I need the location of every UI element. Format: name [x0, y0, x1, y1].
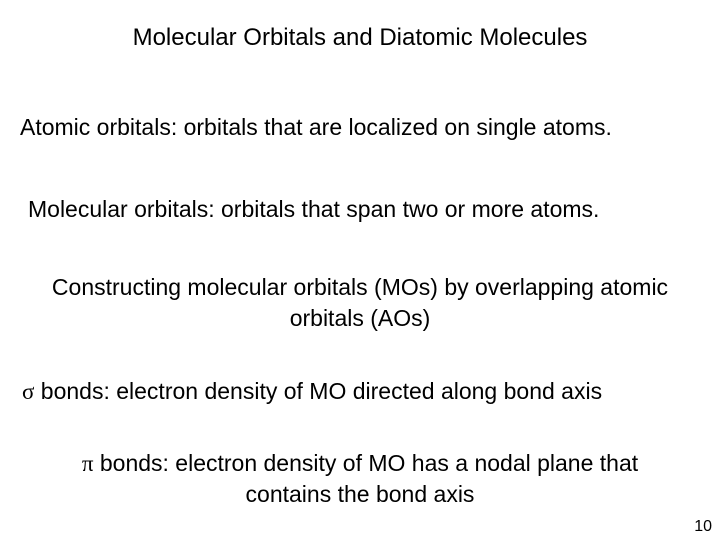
slide-title: Molecular Orbitals and Diatomic Molecule… [0, 24, 720, 52]
page-number: 10 [694, 518, 712, 536]
sigma-symbol: σ [22, 379, 34, 404]
pi-bonds-body: bonds: electron density of MO has a noda… [93, 450, 638, 507]
sigma-bonds-body: bonds: electron density of MO directed a… [34, 378, 602, 404]
constructing-mos-text: Constructing molecular orbitals (MOs) by… [0, 272, 720, 334]
sigma-bonds-text: σ bonds: electron density of MO directed… [0, 376, 720, 407]
pi-symbol: π [82, 451, 94, 476]
atomic-orbitals-text: Atomic orbitals: orbitals that are local… [0, 112, 720, 143]
pi-bonds-text: π bonds: electron density of MO has a no… [0, 448, 720, 510]
slide: Molecular Orbitals and Diatomic Molecule… [0, 0, 720, 540]
molecular-orbitals-text: Molecular orbitals: orbitals that span t… [0, 194, 720, 225]
